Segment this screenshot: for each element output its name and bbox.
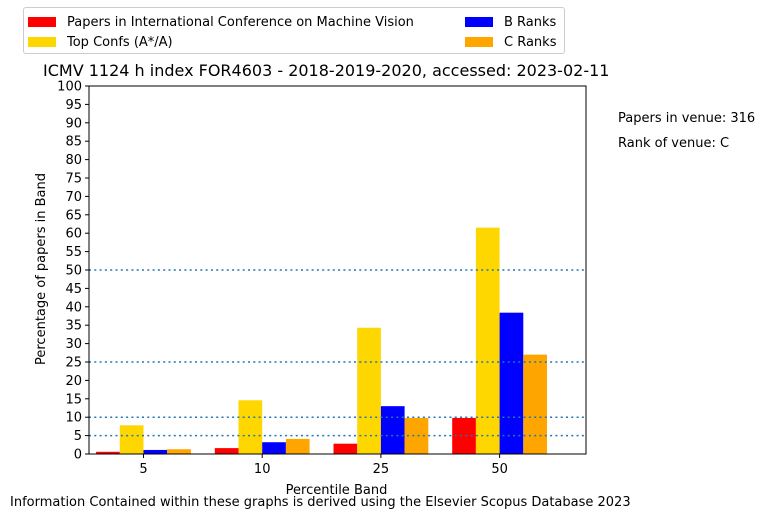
- legend-item-top-confs: Top Confs (A*/A): [28, 33, 173, 51]
- y-tick-label-10: 50: [65, 264, 82, 279]
- y-tick-label-2: 10: [65, 411, 82, 426]
- y-tick-label-18: 90: [65, 116, 82, 131]
- bar-s1-c3: [475, 227, 500, 454]
- x-tick-label-1: 10: [254, 462, 271, 477]
- bar-s0-c1: [214, 448, 239, 454]
- y-tick-label-13: 65: [65, 208, 82, 223]
- legend-label-b-ranks: B Ranks: [504, 14, 557, 30]
- y-axis-label: Percentage of papers in Band: [34, 173, 49, 365]
- y-tick-label-7: 35: [65, 319, 82, 334]
- bar-s3-c1: [285, 438, 310, 454]
- x-tick-label-2: 25: [373, 462, 390, 477]
- bar-s0-c0: [96, 451, 120, 454]
- y-tick-label-9: 45: [65, 282, 82, 297]
- y-tick-label-19: 95: [65, 98, 82, 113]
- legend-item-b-ranks: B Ranks: [465, 13, 556, 31]
- rank-of-venue-note: Rank of venue: C: [618, 136, 730, 151]
- bar-s0-c3: [452, 417, 476, 454]
- bar-s1-c1: [238, 400, 263, 454]
- legend-item-icmv: Papers in International Conference on Ma…: [28, 13, 414, 31]
- y-tick-label-3: 15: [65, 392, 82, 407]
- legend-label-icmv: Papers in International Conference on Ma…: [67, 14, 414, 30]
- y-tick-label-5: 25: [65, 356, 82, 371]
- data-source-footer: Information Contained within these graph…: [10, 495, 631, 510]
- papers-in-venue-note: Papers in venue: 316: [618, 111, 756, 126]
- y-tick-label-12: 60: [65, 227, 82, 242]
- y-tick-label-11: 55: [65, 245, 82, 260]
- x-tick-label-3: 50: [491, 462, 508, 477]
- bar-s3-c0: [167, 449, 191, 454]
- bar-s3-c2: [404, 417, 429, 454]
- y-tick-label-14: 70: [65, 190, 82, 205]
- legend-item-c-ranks: C Ranks: [465, 33, 556, 51]
- chart-title: ICMV 1124 h index FOR4603 - 2018-2019-20…: [43, 61, 610, 80]
- y-tick-label-8: 40: [65, 300, 82, 315]
- legend-swatch-b-ranks: [465, 17, 493, 27]
- y-tick-label-20: 100: [57, 80, 82, 95]
- y-tick-label-17: 85: [65, 135, 82, 150]
- x-axis-label: Percentile Band: [286, 483, 388, 498]
- bar-s3-c3: [523, 354, 547, 454]
- legend-swatch-top-confs: [28, 37, 56, 47]
- legend-swatch-c-ranks: [465, 37, 493, 47]
- legend-label-top-confs: Top Confs (A*/A): [67, 34, 173, 50]
- legend-label-c-ranks: C Ranks: [504, 34, 557, 50]
- chart-legend: Papers in International Conference on Ma…: [23, 7, 565, 54]
- y-tick-label-16: 80: [65, 153, 82, 168]
- y-tick-label-0: 0: [74, 448, 82, 463]
- bar-s1-c2: [357, 327, 381, 454]
- bar-s2-c3: [499, 312, 524, 454]
- y-tick-label-1: 5: [74, 429, 82, 444]
- legend-swatch-icmv: [28, 17, 56, 27]
- x-tick-label-0: 5: [139, 462, 147, 477]
- bar-s2-c0: [143, 449, 168, 454]
- bar-s2-c1: [262, 442, 286, 454]
- bar-s2-c2: [380, 406, 405, 454]
- bar-s1-c0: [119, 425, 144, 454]
- bar-s0-c2: [333, 443, 358, 454]
- y-tick-label-15: 75: [65, 172, 82, 187]
- y-tick-label-6: 30: [65, 337, 82, 352]
- y-tick-label-4: 20: [65, 374, 82, 389]
